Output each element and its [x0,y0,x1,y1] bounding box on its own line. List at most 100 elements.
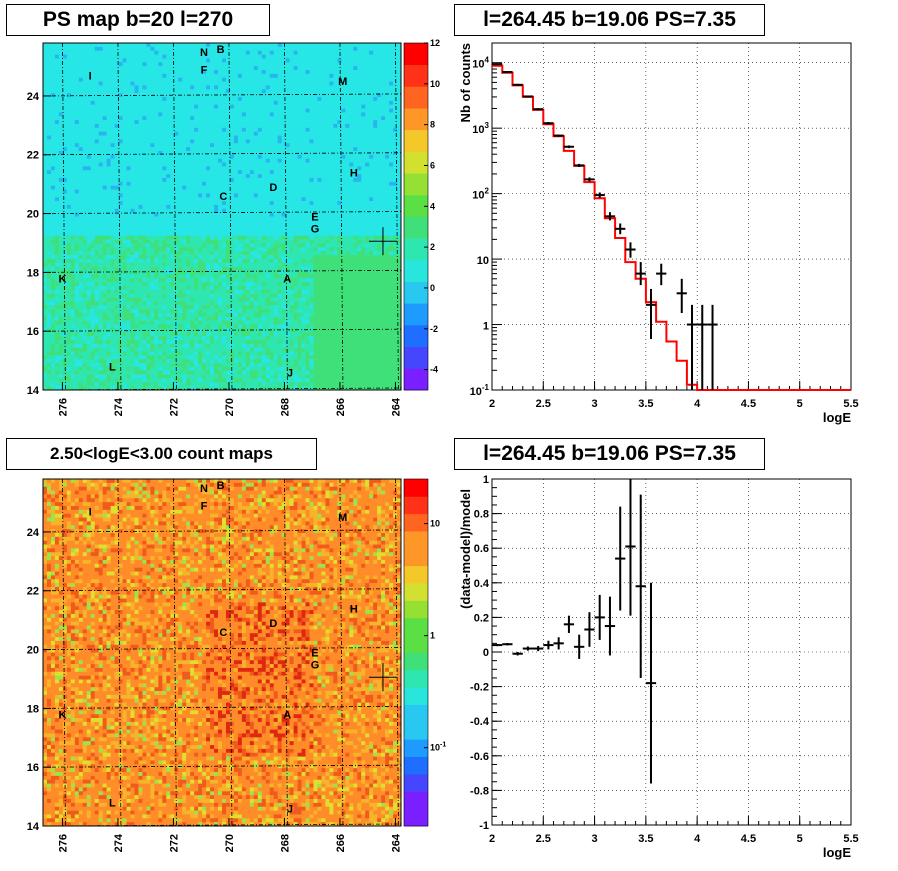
heatmap-cell [134,120,139,125]
heatmap-cell [237,81,243,86]
heatmap-cell [78,201,84,206]
heatmap-cell [78,62,84,67]
heatmap-cell [190,312,195,318]
heatmap-cell [142,312,147,318]
heatmap-cell [110,174,115,179]
heatmap-cell [54,50,60,55]
heatmap-cell [134,282,139,287]
heatmap-cell [114,235,119,240]
heatmap-cell [241,127,247,132]
heatmap-cell [90,363,96,368]
heatmap-cell [90,77,96,82]
heatmap-cell [54,363,60,368]
heatmap-cell [114,50,119,55]
heatmap-cell [233,305,239,310]
heatmap-cell [86,343,92,348]
heatmap-cell [90,123,96,129]
heatmap-cell [190,255,195,260]
heatmap-cell [126,278,131,283]
heatmap-cell [54,351,60,356]
heatmap-cell [214,46,219,52]
heatmap-cell [241,193,247,198]
heatmap-cell [162,162,167,167]
heatmap-cell [245,312,251,318]
heatmap-cell [86,77,92,82]
heatmap-cell [146,147,151,152]
heatmap-cell [98,69,103,75]
heatmap-cell [249,197,255,202]
heatmap-cell [114,285,119,291]
heatmap-cell [162,235,167,240]
heatmap-cell [138,77,143,82]
heatmap-cell [122,158,127,163]
heatmap-cell [182,158,187,163]
heatmap-cell [194,262,199,267]
heatmap-cell [78,366,84,372]
heatmap-cell [126,224,131,229]
heatmap-cell [106,166,111,171]
heatmap-cell [186,123,191,129]
heatmap-cell [158,62,163,67]
heatmap-cell [58,43,64,48]
heatmap-cell [178,43,183,48]
heatmap-cell [190,120,195,125]
heatmap-cell [241,66,247,71]
heatmap-cell [158,85,163,90]
heatmap-cell [170,166,175,171]
heatmap-cell [166,386,171,391]
heatmap-cell [154,197,159,202]
heatmap-cell [182,374,187,379]
heatmap-cell [245,363,251,368]
heatmap-cell [249,204,255,210]
heatmap-cell [194,197,199,202]
heatmap-cell [74,123,80,129]
heatmap-cell [54,293,60,298]
heatmap-cell [229,332,235,337]
heatmap-cell [154,251,159,256]
heatmap-cell [257,258,263,264]
heatmap-cell [241,243,247,248]
heatmap-cell [198,127,203,132]
heatmap-cell [182,363,187,368]
heatmap-cell [150,100,155,105]
heatmap-cell [114,185,119,190]
heatmap-cell [190,193,195,198]
heatmap-cell [70,235,76,240]
heatmap-cell [130,96,135,102]
heatmap-cell [245,162,251,167]
heatmap-cell [74,370,80,375]
heatmap-cell [74,312,80,318]
heatmap-cell [206,212,211,217]
heatmap-cell [225,73,231,78]
heatmap-cell [218,147,223,152]
heatmap-cell [158,332,163,337]
heatmap-cell [206,143,211,148]
heatmap-cell [210,201,215,206]
heatmap-cell [130,43,135,48]
heatmap-cell [222,270,227,275]
heatmap-cell [245,305,251,310]
heatmap-cell [218,278,223,283]
heatmap-cell [166,382,171,387]
heatmap-cell [249,278,255,283]
heatmap-cell [58,239,64,244]
heatmap-cell [94,309,99,314]
heatmap-cell [118,201,123,206]
heatmap-cell [202,374,207,379]
heatmap-cell [98,255,103,260]
heatmap-cell [214,166,219,171]
heatmap-cell [74,150,80,156]
heatmap-cell [98,120,103,125]
heatmap-cell [210,100,215,105]
heatmap-cell [82,359,88,364]
heatmap-cell [90,50,96,55]
heatmap-cell [182,104,187,109]
heatmap-cell [225,108,231,113]
heatmap-cell [182,58,187,63]
heatmap-cell [166,189,171,194]
heatmap-cell [150,305,155,310]
heatmap-cell [233,135,239,140]
heatmap-cell [74,166,80,171]
heatmap-cell [130,135,135,140]
heatmap-cell [94,81,99,86]
